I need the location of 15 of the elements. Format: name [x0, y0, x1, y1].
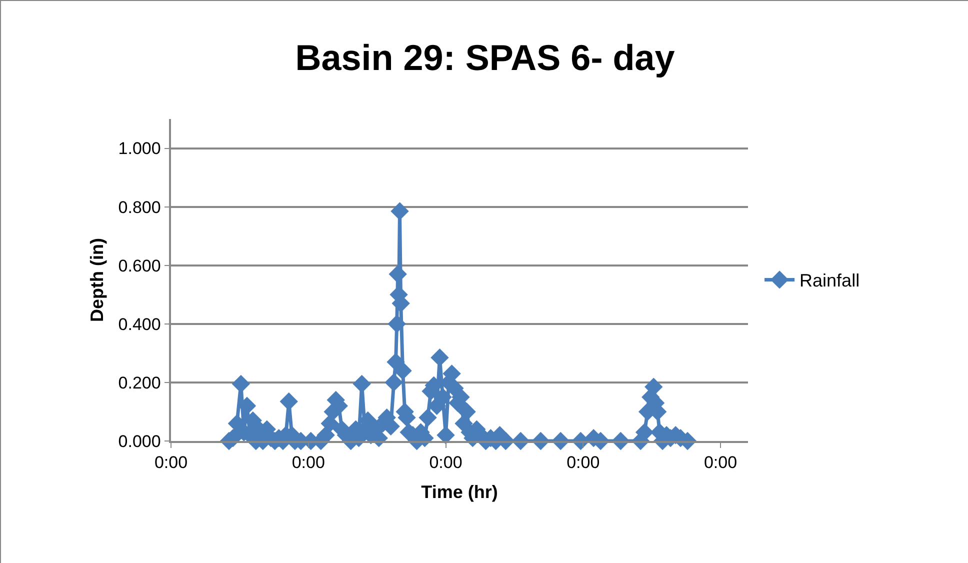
y-tick-label: 0.400: [118, 314, 161, 334]
y-tick-label: 0.800: [118, 198, 161, 217]
x-tick-label: 0:00: [429, 453, 462, 472]
x-axis-title: Time (hr): [421, 482, 498, 502]
legend-label: Rainfall: [800, 270, 860, 291]
y-tick-label: 0.200: [118, 373, 161, 392]
y-tick-label: 1.000: [118, 139, 161, 158]
x-tick-label: 0:00: [704, 453, 738, 472]
x-tick-label: 0:00: [292, 453, 325, 472]
chart-title: Basin 29: SPAS 6- day: [295, 36, 675, 78]
y-tick-label: 0.600: [118, 256, 161, 276]
x-tick-label: 0:00: [154, 453, 188, 472]
y-tick-label: 0.000: [118, 432, 161, 451]
x-tick-label: 0:00: [566, 453, 600, 472]
y-axis-title: Depth (in): [87, 238, 108, 322]
